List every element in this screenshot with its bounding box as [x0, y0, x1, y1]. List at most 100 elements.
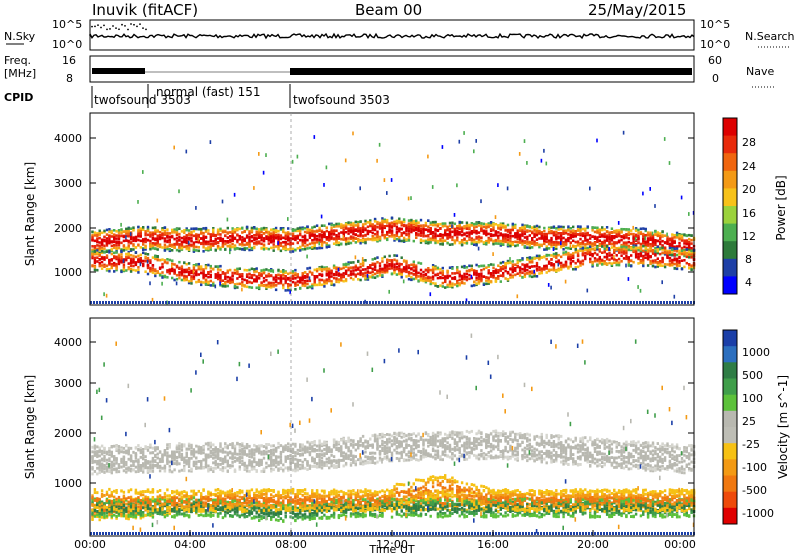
power-cell [625, 246, 628, 249]
power-cell [156, 255, 159, 258]
power-cell [390, 267, 394, 270]
power-cell [187, 267, 191, 270]
power-ytick-1000: 1000 [54, 266, 82, 279]
power-cell [649, 231, 652, 235]
noise-cell [649, 187, 651, 191]
power-cell [282, 270, 285, 273]
power-cell [422, 270, 425, 274]
noise-cell [313, 135, 316, 139]
nsky-trace [89, 23, 695, 40]
power-cell [439, 271, 442, 275]
near-range-cell [591, 301, 593, 304]
power-cell [598, 250, 601, 253]
power-cell [521, 258, 524, 262]
power-cell [253, 246, 256, 250]
power-cell [158, 266, 162, 270]
power-cell [637, 241, 640, 245]
power-cell [526, 240, 529, 244]
near-range-cell [429, 301, 431, 304]
power-cell [673, 247, 676, 250]
power-cell [332, 276, 336, 280]
power-cell [195, 237, 198, 240]
power-cell [301, 282, 304, 285]
power-cell [272, 233, 275, 237]
power-cell [390, 272, 394, 276]
power-cell [335, 234, 338, 237]
power-cell [190, 279, 193, 283]
power-cell [427, 230, 430, 233]
power-cell [151, 271, 155, 274]
power-cell [644, 227, 647, 231]
power-cell [654, 241, 657, 245]
power-cell [173, 270, 176, 273]
power-cbar-swatch [723, 170, 737, 189]
power-cell [185, 262, 188, 266]
power-cell [378, 262, 382, 265]
power-cell [359, 269, 362, 273]
power-cell [168, 244, 171, 247]
freq-panel: 16 8 60 0 Freq. [MHz] Nave [4, 54, 775, 88]
power-cell [192, 234, 196, 238]
power-cell [557, 267, 560, 271]
noise-cell [613, 254, 615, 259]
power-cell [659, 252, 662, 256]
freq-label-1: Freq. [4, 54, 31, 67]
power-cell [349, 237, 353, 241]
power-cell [352, 227, 355, 230]
power-cell [475, 225, 478, 229]
power-cell [248, 276, 251, 279]
power-cell [545, 237, 548, 240]
power-cell [427, 225, 430, 228]
power-cell [473, 270, 476, 273]
power-cell [487, 282, 490, 285]
power-cell [100, 251, 104, 255]
power-cell [330, 282, 333, 285]
power-cell [216, 237, 220, 240]
power-ytick-2000: 2000 [54, 222, 82, 235]
power-cell [543, 264, 546, 268]
power-cell [125, 227, 128, 231]
noise-cell [533, 269, 535, 274]
power-cell [497, 275, 500, 279]
power-cell [460, 274, 464, 278]
power-cell [294, 272, 297, 275]
power-cell [482, 222, 486, 226]
power-cell [453, 229, 457, 233]
power-cell [448, 221, 452, 225]
power-cell [328, 275, 331, 279]
power-cell [335, 235, 338, 239]
power-cell [359, 220, 362, 223]
power-cell [117, 240, 121, 244]
power-cell [584, 251, 587, 255]
near-range-cell [138, 301, 140, 304]
power-cell [429, 221, 432, 224]
power-cell [528, 243, 531, 247]
power-cell [320, 273, 324, 277]
power-cell [685, 234, 688, 238]
power-cell [680, 246, 684, 250]
power-cell [518, 227, 522, 230]
power-cell [557, 241, 560, 244]
power-cell [120, 228, 123, 231]
power-cell [388, 228, 391, 231]
power-cell [410, 278, 413, 281]
power-cell [337, 241, 341, 244]
power-cell [639, 252, 643, 256]
power-cell [431, 269, 435, 272]
power-cell [630, 247, 633, 250]
power-cell [535, 233, 539, 237]
power-cell [359, 265, 362, 269]
power-cell [185, 234, 188, 237]
power-cell [593, 251, 597, 255]
power-cell [209, 245, 212, 249]
power-cell [93, 252, 97, 256]
power-cell [593, 237, 597, 240]
power-cell [494, 268, 498, 271]
power-cell [427, 238, 430, 241]
power-cell [357, 220, 360, 224]
power-cell [161, 265, 164, 269]
power-cell [683, 252, 686, 256]
power-cell [373, 257, 377, 260]
power-cell [258, 228, 261, 231]
nsearch-point [97, 24, 99, 27]
